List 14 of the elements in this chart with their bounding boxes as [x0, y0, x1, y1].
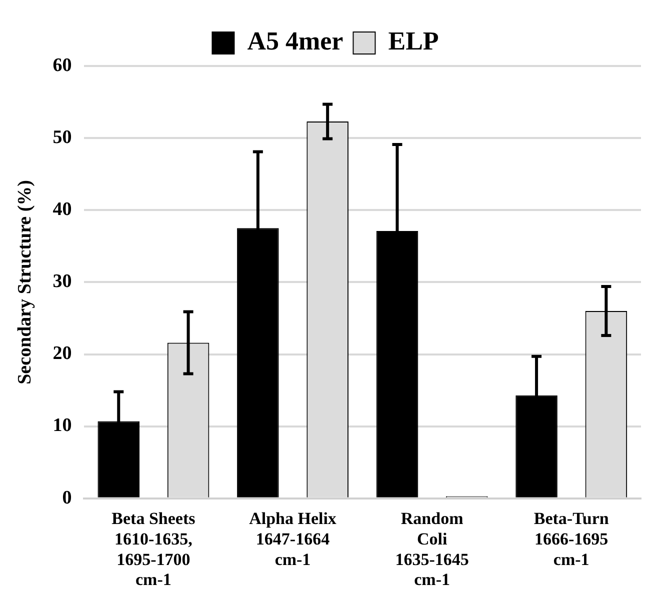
- legend-label: A5 4mer: [247, 26, 344, 56]
- y-tick-label: 0: [62, 487, 72, 508]
- y-tick-label: 30: [52, 271, 72, 292]
- legend-label: ELP: [388, 26, 439, 56]
- y-tick-label: 20: [52, 343, 72, 364]
- y-tick-label: 50: [52, 126, 72, 148]
- y-tick-label: 10: [52, 415, 72, 436]
- y-axis-title: Secondary Structure (%): [14, 180, 36, 384]
- x-tick-label: Beta-Turn 1666-1695 cm-1: [534, 508, 610, 569]
- x-tick-label: Beta Sheets 1610-1635, 1695-1700 cm-1: [112, 508, 196, 590]
- y-tick-label: 60: [52, 54, 72, 76]
- x-tick-label: Alpha Helix 1647-1664 cm-1: [249, 508, 337, 569]
- y-tick-label: 40: [52, 199, 72, 220]
- x-tick-label: Random Coli 1635-1645 cm-1: [395, 508, 469, 590]
